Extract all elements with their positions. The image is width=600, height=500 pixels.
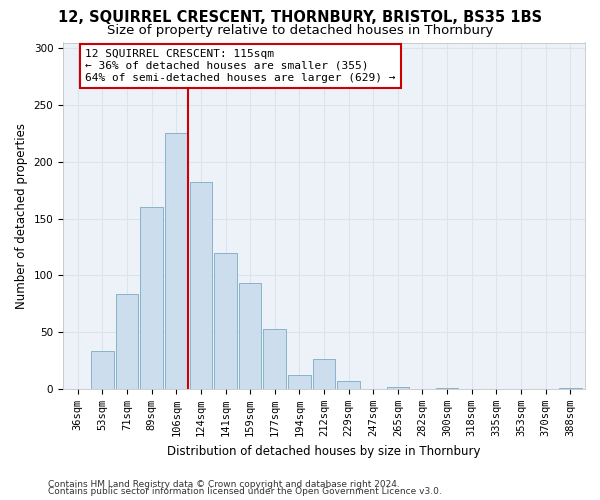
Text: Contains public sector information licensed under the Open Government Licence v3: Contains public sector information licen…: [48, 487, 442, 496]
Bar: [288, 376, 311, 389]
Bar: [214, 252, 237, 389]
Bar: [386, 386, 409, 389]
Bar: [436, 388, 458, 389]
Bar: [91, 352, 114, 389]
Bar: [116, 294, 139, 389]
Bar: [190, 182, 212, 389]
Bar: [559, 388, 581, 389]
X-axis label: Distribution of detached houses by size in Thornbury: Distribution of detached houses by size …: [167, 444, 481, 458]
Bar: [263, 328, 286, 389]
Text: 12 SQUIRREL CRESCENT: 115sqm
← 36% of detached houses are smaller (355)
64% of s: 12 SQUIRREL CRESCENT: 115sqm ← 36% of de…: [85, 50, 395, 82]
Bar: [140, 207, 163, 389]
Text: 12, SQUIRREL CRESCENT, THORNBURY, BRISTOL, BS35 1BS: 12, SQUIRREL CRESCENT, THORNBURY, BRISTO…: [58, 10, 542, 25]
Bar: [313, 360, 335, 389]
Text: Contains HM Land Registry data © Crown copyright and database right 2024.: Contains HM Land Registry data © Crown c…: [48, 480, 400, 489]
Y-axis label: Number of detached properties: Number of detached properties: [15, 122, 28, 308]
Bar: [239, 284, 262, 389]
Text: Size of property relative to detached houses in Thornbury: Size of property relative to detached ho…: [107, 24, 493, 37]
Bar: [337, 381, 360, 389]
Bar: [165, 134, 188, 389]
